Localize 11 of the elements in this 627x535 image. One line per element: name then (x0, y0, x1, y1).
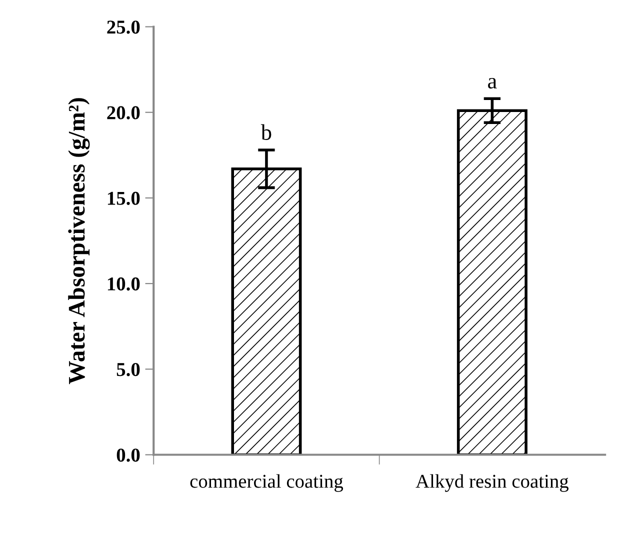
y-axis-title: Water Absorptiveness (g/m²) (68, 98, 90, 384)
y-tick-label: 20.0 (107, 106, 140, 120)
y-tick-label: 5.0 (116, 362, 140, 376)
annotation: a (488, 78, 497, 89)
x-tick-label: commercial coating (190, 474, 344, 492)
y-tick-label: 15.0 (108, 192, 140, 205)
x-tick-label: Alkyd resin coating (416, 474, 569, 492)
y-tick-label: 25.0 (107, 20, 140, 34)
annotation: b (260, 124, 272, 140)
y-tick-label: 10.0 (108, 277, 140, 291)
y-tick-label: 0.0 (116, 448, 140, 462)
